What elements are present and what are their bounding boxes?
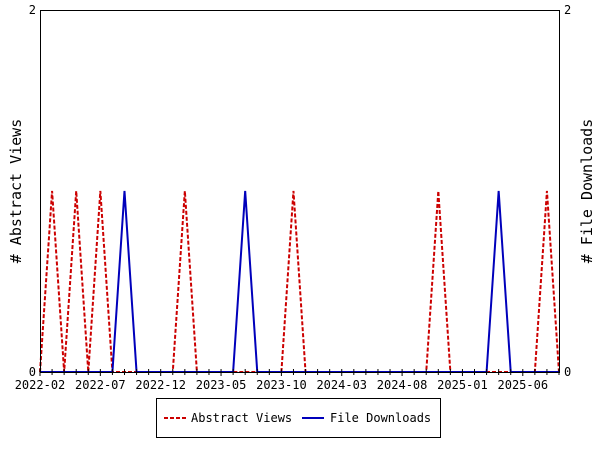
y-right-tick-2: 2 — [564, 3, 571, 17]
x-tick-label: 2022-12 — [135, 378, 186, 392]
y-left-tick-0: 0 — [29, 365, 36, 379]
series-line-abstract-views — [39, 190, 560, 373]
x-tick-label: 2024-03 — [316, 378, 367, 392]
plot-frame — [40, 10, 560, 373]
x-tick-label: 2024-08 — [377, 378, 428, 392]
x-tick-label: 2023-05 — [196, 378, 247, 392]
x-tick-label: 2022-02 — [15, 378, 66, 392]
y-right-tick-0: 0 — [564, 365, 571, 379]
y-right-label: # File Downloads — [578, 119, 596, 264]
legend: Abstract Views File Downloads — [156, 398, 441, 438]
legend-label-file-downloads: File Downloads — [330, 411, 431, 425]
x-tick-label: 2025-06 — [498, 378, 549, 392]
y-left-label: # Abstract Views — [7, 119, 25, 264]
x-tick-label: 2023-10 — [256, 378, 307, 392]
x-tick-label: 2022-07 — [75, 378, 126, 392]
x-tick-label: 2025-01 — [437, 378, 488, 392]
y-left-tick-2: 2 — [29, 3, 36, 17]
legend-label-abstract-views: Abstract Views — [191, 411, 292, 425]
